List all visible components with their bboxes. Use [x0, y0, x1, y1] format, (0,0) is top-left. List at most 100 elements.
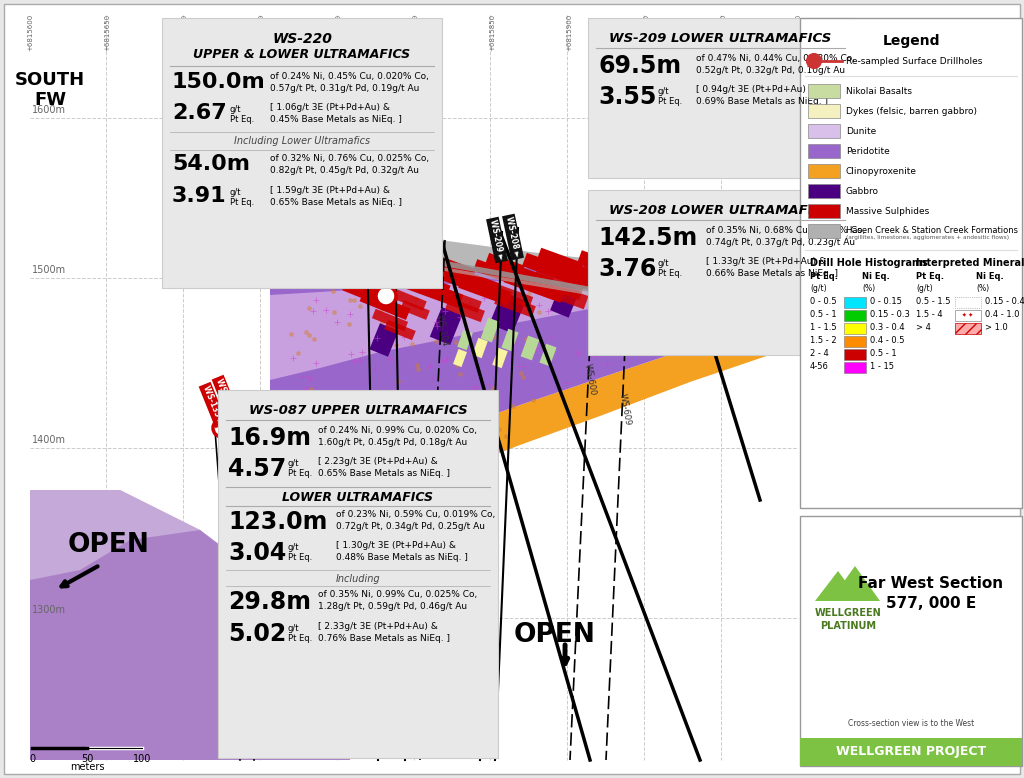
Text: Ni Eq.: Ni Eq.	[976, 272, 1004, 281]
Polygon shape	[270, 250, 790, 500]
Bar	[434, 255, 476, 281]
Bar	[613, 259, 676, 296]
Text: 577, 000 E: 577, 000 E	[886, 596, 976, 611]
Bar	[458, 330, 473, 350]
Text: 4.57: 4.57	[228, 457, 287, 481]
Text: 0.4 - 1.0: 0.4 - 1.0	[985, 310, 1020, 319]
Text: of 0.35% Ni, 0.68% Cu, 0.029% Co,: of 0.35% Ni, 0.68% Cu, 0.029% Co,	[706, 226, 865, 235]
Text: Legend: Legend	[883, 34, 940, 48]
Bar	[635, 265, 685, 296]
Bar	[486, 257, 553, 293]
Text: 0 - 0.5: 0 - 0.5	[810, 297, 837, 306]
Text: g/t: g/t	[230, 105, 242, 114]
Text: of 0.32% Ni, 0.76% Cu, 0.025% Co,: of 0.32% Ni, 0.76% Cu, 0.025% Co,	[270, 154, 429, 163]
Bar	[808, 224, 840, 238]
Bar	[808, 124, 840, 138]
Polygon shape	[270, 262, 790, 380]
Text: 0.15 - 0.3: 0.15 - 0.3	[870, 310, 910, 319]
Text: 3.55: 3.55	[598, 85, 656, 109]
Text: 5.02: 5.02	[228, 622, 287, 646]
Bar	[422, 261, 468, 289]
Bar	[578, 251, 627, 280]
Bar	[480, 317, 500, 342]
Polygon shape	[830, 566, 880, 601]
Bar	[593, 244, 637, 272]
Bar	[370, 324, 398, 357]
Text: NORTH: NORTH	[739, 71, 810, 89]
Text: Gabbro: Gabbro	[846, 187, 879, 195]
Bar	[808, 164, 840, 178]
Text: 100: 100	[133, 754, 152, 764]
Text: OPEN: OPEN	[68, 532, 150, 558]
Polygon shape	[270, 316, 790, 545]
Text: of 0.23% Ni, 0.59% Cu, 0.019% Co,: of 0.23% Ni, 0.59% Cu, 0.019% Co,	[336, 510, 496, 519]
Text: +6815650: +6815650	[181, 14, 187, 51]
Text: +6816000: +6816000	[720, 14, 726, 51]
Bar	[542, 281, 589, 310]
Text: 3.04: 3.04	[228, 541, 287, 565]
Text: WS-209 LOWER ULTRAMAFICS: WS-209 LOWER ULTRAMAFICS	[609, 32, 831, 45]
Bar	[844, 349, 866, 360]
Bar	[485, 253, 525, 277]
Bar	[844, 362, 866, 373]
Text: 1.5 - 2: 1.5 - 2	[810, 336, 837, 345]
Text: WS-208 ►: WS-208 ►	[504, 216, 521, 258]
Text: 150.0m: 150.0m	[172, 72, 266, 92]
Text: Including Lower Ultramafics: Including Lower Ultramafics	[233, 136, 370, 146]
Bar	[702, 240, 748, 270]
Bar	[560, 265, 620, 300]
Text: 0.65% Base Metals as NiEq. ]: 0.65% Base Metals as NiEq. ]	[318, 469, 450, 478]
Text: Pt Eq.: Pt Eq.	[230, 115, 254, 124]
Text: 0.4 - 0.5: 0.4 - 0.5	[870, 336, 904, 345]
Text: (%): (%)	[976, 284, 989, 293]
Text: WELLGREEN PROJECT: WELLGREEN PROJECT	[836, 745, 986, 759]
Bar	[625, 254, 679, 286]
Bar	[588, 18, 853, 178]
Text: 69.5m: 69.5m	[598, 54, 681, 78]
Bar	[440, 264, 500, 296]
Text: meters: meters	[70, 762, 104, 772]
Bar	[844, 323, 866, 334]
Text: 0.66% Base Metals as NiEq. ]: 0.66% Base Metals as NiEq. ]	[706, 269, 838, 278]
Text: (g/t): (g/t)	[916, 284, 933, 293]
Text: WS-220: WS-220	[272, 32, 332, 46]
Text: 0 - 0.15: 0 - 0.15	[870, 297, 902, 306]
Bar	[684, 257, 732, 287]
Text: 0.65% Base Metals as NiEq. ]: 0.65% Base Metals as NiEq. ]	[270, 198, 402, 207]
Text: g/t: g/t	[658, 259, 670, 268]
Text: 0.5 - 1: 0.5 - 1	[870, 349, 897, 358]
Text: Clinopyroxenite: Clinopyroxenite	[846, 166, 918, 176]
Text: +6815850: +6815850	[489, 14, 495, 51]
Text: +6815900: +6815900	[566, 14, 572, 51]
Bar	[580, 263, 630, 293]
Text: [ 1.30g/t 3E (Pt+Pd+Au) &: [ 1.30g/t 3E (Pt+Pd+Au) &	[336, 541, 456, 550]
Text: 0.57g/t Pt, 0.31g/t Pd, 0.19g/t Au: 0.57g/t Pt, 0.31g/t Pd, 0.19g/t Au	[270, 84, 420, 93]
Bar	[647, 241, 693, 271]
Text: 2 - 4: 2 - 4	[810, 349, 828, 358]
Text: WS-087 UPPER ULTRAMAFICS: WS-087 UPPER ULTRAMAFICS	[249, 404, 467, 417]
Bar	[844, 297, 866, 308]
Bar	[532, 270, 584, 300]
Text: +6815800: +6815800	[412, 14, 418, 51]
Bar	[844, 336, 866, 347]
Text: 0.76% Base Metals as NiEq. ]: 0.76% Base Metals as NiEq. ]	[318, 634, 450, 643]
Text: g/t: g/t	[658, 87, 670, 96]
Text: of 0.35% Ni, 0.99% Cu, 0.025% Co,: of 0.35% Ni, 0.99% Cu, 0.025% Co,	[318, 590, 477, 599]
Text: 0.52g/t Pt, 0.32g/t Pd, 0.10g/t Au: 0.52g/t Pt, 0.32g/t Pd, 0.10g/t Au	[696, 66, 845, 75]
Text: 1 - 15: 1 - 15	[870, 362, 894, 371]
Text: g/t: g/t	[288, 543, 299, 552]
Bar	[610, 271, 638, 303]
Text: (argillites, limestones, agglomerates + andesitic flows): (argillites, limestones, agglomerates + …	[846, 235, 1009, 240]
Text: SOUTH: SOUTH	[15, 71, 85, 89]
Bar	[218, 390, 498, 758]
Bar	[800, 18, 1022, 508]
Text: 0.3 - 0.4: 0.3 - 0.4	[870, 323, 904, 332]
Text: (%): (%)	[862, 284, 876, 293]
Bar	[472, 338, 487, 358]
Text: 4-56: 4-56	[810, 362, 828, 371]
Bar	[671, 257, 729, 293]
Bar	[504, 267, 566, 303]
Text: g/t: g/t	[288, 624, 299, 633]
Text: +6815600: +6815600	[27, 14, 33, 51]
Text: Pt Eq.: Pt Eq.	[810, 272, 838, 281]
